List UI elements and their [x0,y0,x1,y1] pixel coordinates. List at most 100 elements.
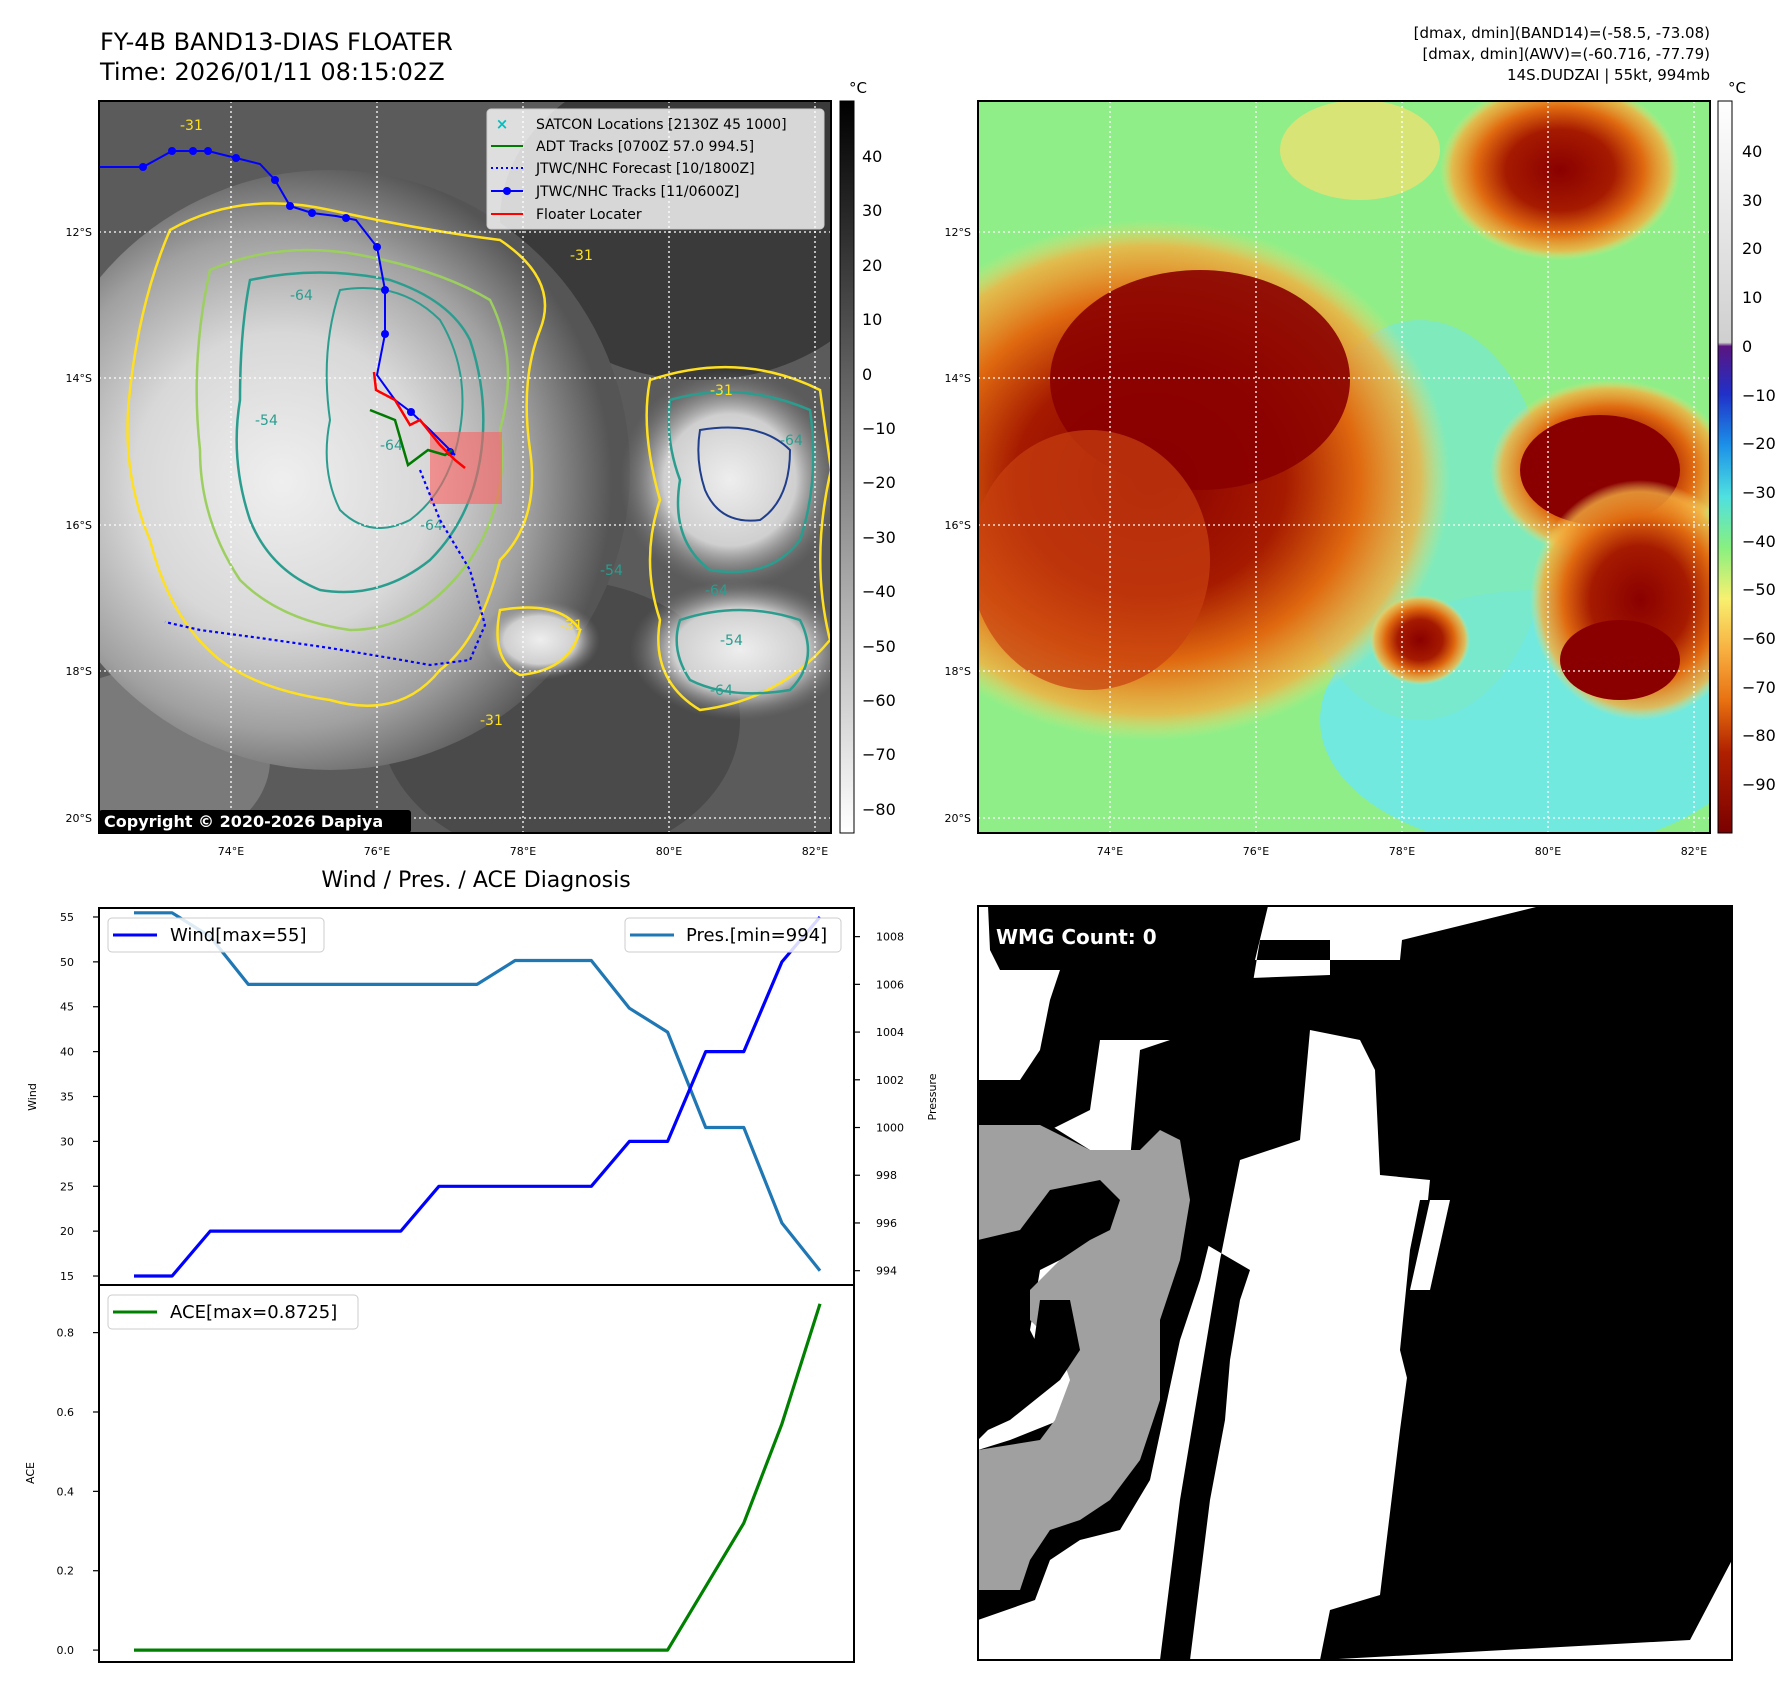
lat-label: 12°S [66,226,92,239]
lon-label: 76°E [1243,845,1269,858]
contour-label: -54 [600,563,623,579]
lat-label: 18°S [945,665,971,678]
cbar-tick: 10 [1742,288,1762,307]
y-tick-label: 0.6 [57,1406,75,1419]
legend-tracks: JTWC/NHC Tracks [11/0600Z] [535,184,739,200]
ace-axis-label: ACE [24,1462,37,1484]
cbar-tick: −40 [1742,532,1776,551]
legend-satcon: SATCON Locations [2130Z 45 1000] [536,117,787,133]
cbar-tick: −10 [862,419,896,438]
wind-axis-label: Wind [26,1083,39,1111]
cbar-tick: 30 [1742,191,1762,210]
contour-minus31-south [496,606,582,677]
info-line-3: 14S.DUDZAI | 55kt, 994mb [1507,66,1710,84]
wind-pressure-chart: 55 50 45 40 35 30 25 20 15 1008 1006 1004 1002 1000 99… [60,907,904,1286]
ace-frame [98,1284,855,1663]
cbar-tick: −80 [862,800,896,819]
contour-minus64-east [667,390,815,574]
contour-label: -31 [560,618,583,634]
cbar-tick: −80 [1742,726,1776,745]
awv-colorbar-ticks: 40 30 20 10 0 −10 −20 −30 −40 −50 −60 −7… [1742,142,1776,794]
cbar-tick: 0 [1742,337,1752,356]
contour-label: -54 [255,413,278,429]
jtwc-track-points [139,147,454,456]
pressure-legend-label: Pres.[min=994] [686,925,827,946]
copyright-box [99,810,411,833]
figure-time: Time: 2026/01/11 08:15:02Z [99,58,445,86]
pressure-axis-label: Pressure [926,1073,939,1120]
y-tick-label: 50 [60,956,74,969]
pressure-legend: Pres.[min=994] [624,917,842,953]
lat-label: 12°S [945,226,971,239]
wmg-frame [977,905,1733,1661]
awv-colorbar [1717,100,1733,834]
wmg-panel: WMG Count: 0 [977,905,1733,1661]
contour-label: -31 [570,248,593,264]
cbar-tick: −30 [1742,483,1776,502]
lat-label: 18°S [66,665,92,678]
y-tick-label: 0.2 [57,1565,75,1578]
y-tick-label: 1008 [876,931,904,944]
awv-colorbar-unit: °C [1728,79,1746,97]
cbar-tick: 20 [862,256,882,275]
lon-label: 80°E [1535,845,1561,858]
ace-chart: 0.8 0.6 0.4 0.2 0.0 [57,1284,855,1663]
ace-legend-label: ACE[max=0.8725] [170,1302,337,1323]
cbar-tick: −40 [862,582,896,601]
y-tick-label: 20 [60,1225,74,1238]
y-tick-label: 1000 [876,1122,904,1135]
ace-line [134,1303,822,1652]
ir-colorbar-unit: °C [849,79,867,97]
awv-lat-labels: 12°S 14°S 16°S 18°S 20°S [945,226,971,825]
lat-label: 16°S [945,519,971,532]
contour-label: -64 [705,583,728,599]
cbar-tick: −50 [1742,580,1776,599]
jtwc-forecast-line [164,469,487,667]
y-tick-label: 15 [60,1270,74,1283]
y-tick-label: 1006 [876,978,904,991]
legend-floater: Floater Locater [536,207,642,223]
lat-label: 20°S [945,812,971,825]
diagnosis-title: Wind / Pres. / ACE Diagnosis [321,868,630,893]
cbar-tick: −70 [1742,678,1776,697]
cbar-tick: −50 [862,637,896,656]
info-line-2: [dmax, dmin](AWV)=(-60.716, -77.79) [1422,45,1710,63]
y-tick-label: 994 [876,1265,897,1278]
contour-labels: -31 -31 -31 -31 -31 -64 -64 -64 -64 -54 … [180,118,803,729]
contour-minus64-southeast [675,608,810,695]
lon-label: 78°E [510,845,536,858]
pressure-line [134,911,822,1272]
cbar-tick: 40 [1742,142,1762,161]
contour-label: -64 [420,518,443,534]
lon-label: 76°E [364,845,390,858]
lon-label: 82°E [1681,845,1707,858]
ir-frame [98,100,832,834]
cbar-tick: −70 [862,745,896,764]
wmg-count-label: WMG Count: 0 [996,925,1157,949]
info-line-1: [dmax, dmin](BAND14)=(-58.5, -73.08) [1414,24,1710,42]
y-tick-label: 1002 [876,1074,904,1087]
lon-label: 74°E [1097,845,1123,858]
jtwc-track-line [99,150,456,456]
adt-track-line [369,408,453,468]
cbar-tick: −30 [862,528,896,547]
y-tick-label: 996 [876,1217,897,1230]
ir-gridlines [99,101,831,833]
contour-minus54-main [195,248,510,632]
ir-colorbar [839,100,855,834]
ir-lat-labels: 12°S 14°S 16°S 18°S 20°S [66,226,92,825]
ir-colorbar-ticks: 40 30 20 10 0 −10 −20 −30 −40 −50 −60 −7… [862,147,896,819]
figure-title: FY-4B BAND13-DIAS FLOATER [100,28,453,56]
y-tick-label: 40 [60,1046,74,1059]
contour-minus31-main [126,202,547,707]
cbar-tick: −90 [1742,775,1776,794]
wmg-cloud-black [978,906,1732,1660]
cbar-tick: −20 [862,473,896,492]
lon-label: 80°E [656,845,682,858]
contour-label: -54 [720,633,743,649]
legend-forecast: JTWC/NHC Forecast [10/1800Z] [535,161,755,177]
contour-minus31-east [645,365,831,712]
y-tick-label: 25 [60,1180,74,1193]
y-tick-label: 1004 [876,1026,904,1039]
